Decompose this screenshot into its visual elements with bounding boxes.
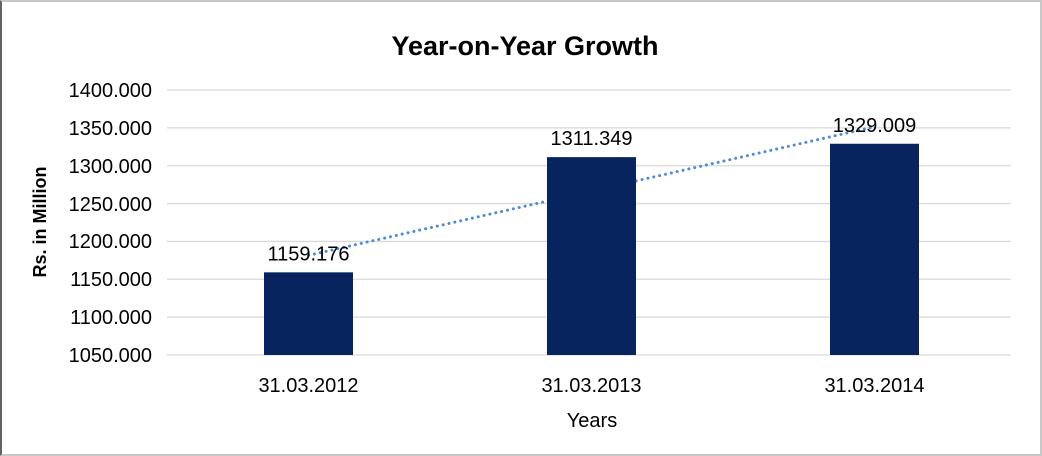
y-axis-tick-label: 1300.000 (69, 156, 152, 178)
bar-data-label: 1311.349 (551, 128, 633, 150)
y-axis-tick-label: 1150.000 (70, 269, 152, 291)
y-axis-tick-label: 1400.000 (69, 80, 152, 102)
y-axis-tick-label: 1350.000 (69, 118, 152, 140)
y-axis-tick-label: 1050.000 (69, 345, 152, 367)
x-axis-title: Years (567, 410, 617, 432)
y-axis-tick-label: 1100.000 (70, 307, 152, 329)
x-axis-tick-label: 31.03.2014 (824, 375, 924, 397)
bar (264, 272, 353, 355)
x-axis-tick-label: 31.03.2012 (258, 375, 358, 397)
x-axis-tick-labels: 31.03.2012 31.03.2013 31.03.2014 (258, 375, 924, 397)
trendline-path (307, 125, 876, 257)
bar (547, 157, 636, 355)
bar-data-label: 1159.176 (268, 243, 350, 265)
x-axis-tick-label: 31.03.2013 (541, 375, 641, 397)
y-axis-tick-label: 1200.000 (69, 231, 152, 253)
y-axis-tick-labels: 1400.000 1350.000 1300.000 1250.000 1200… (69, 80, 152, 367)
bar-data-labels: 1159.176 1311.349 1329.009 (268, 115, 917, 266)
trendline-dotted (307, 125, 876, 257)
bar-data-label: 1329.009 (833, 115, 916, 137)
bar-series (264, 143, 919, 355)
chart-title: Year-on-Year Growth (391, 31, 658, 61)
bar (830, 143, 919, 355)
y-axis-title: Rs. in Million (30, 167, 50, 278)
y-axis-tick-label: 1250.000 (69, 194, 152, 216)
